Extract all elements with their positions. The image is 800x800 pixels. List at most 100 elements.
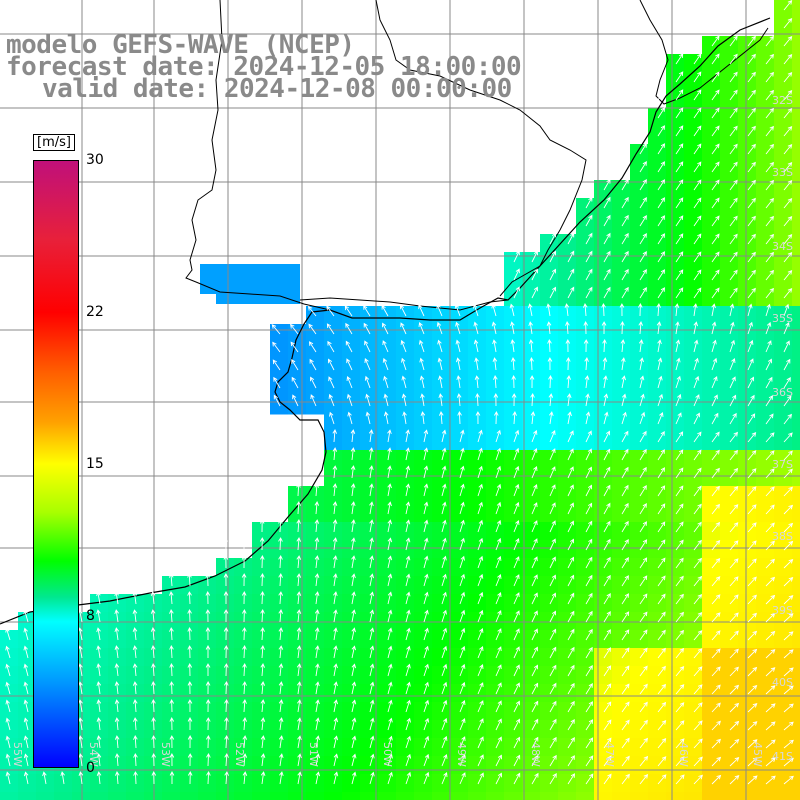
wind-speed-cell <box>522 360 541 379</box>
wind-arrow <box>711 449 720 461</box>
wind-arrow <box>351 591 356 605</box>
wind-speed-cell <box>306 684 325 703</box>
wind-arrow <box>5 699 11 713</box>
wind-speed-cell <box>576 594 595 613</box>
wind-speed-cell <box>540 630 559 649</box>
wind-arrow <box>495 574 502 587</box>
wind-arrow <box>603 773 612 785</box>
wind-arrow <box>765 321 772 335</box>
wind-speed-cell <box>414 378 433 397</box>
wind-speed-cell <box>774 360 793 379</box>
wind-arrow <box>765 594 776 605</box>
wind-speed-cell <box>648 450 667 469</box>
wind-speed-cell <box>792 630 800 649</box>
wind-arrow <box>585 502 593 515</box>
wind-speed-cell <box>540 558 559 577</box>
wind-arrow <box>711 107 720 119</box>
wind-arrow <box>345 322 353 335</box>
wind-speed-cell <box>702 378 721 397</box>
wind-arrow <box>459 537 465 551</box>
wind-speed-cell <box>486 324 505 343</box>
wind-arrow <box>511 393 517 407</box>
wind-speed-cell <box>468 576 487 595</box>
wind-arrow <box>368 447 374 461</box>
wind-speed-cell <box>738 648 757 667</box>
wind-arrow <box>783 468 793 479</box>
wind-speed-cell <box>468 720 487 739</box>
wind-arrow <box>333 717 339 731</box>
wind-speed-cell <box>360 648 379 667</box>
wind-speed-cell <box>612 612 631 631</box>
wind-speed-cell <box>774 306 793 325</box>
wind-arrow <box>314 627 320 641</box>
wind-speed-cell <box>18 792 37 800</box>
wind-speed-cell <box>702 234 721 253</box>
wind-arrow <box>711 303 716 317</box>
wind-arrow <box>567 574 575 587</box>
wind-speed-cell <box>198 720 217 739</box>
wind-arrow <box>296 627 302 641</box>
wind-speed-cell <box>576 468 595 487</box>
wind-speed-cell <box>162 666 181 685</box>
wind-speed-cell <box>504 612 523 631</box>
wind-speed-cell <box>648 540 667 559</box>
wind-speed-cell <box>522 648 541 667</box>
wind-speed-cell <box>396 396 415 415</box>
wind-speed-cell <box>702 180 721 199</box>
wind-arrow <box>747 269 756 281</box>
wind-speed-cell <box>270 576 289 595</box>
wind-arrow <box>585 411 591 425</box>
wind-arrow <box>290 341 299 353</box>
wind-arrow <box>657 593 666 605</box>
wind-speed-cell <box>504 558 523 577</box>
wind-arrow <box>405 735 411 749</box>
wind-arrow <box>96 717 102 731</box>
wind-speed-cell <box>792 306 800 325</box>
wind-arrow <box>783 251 793 263</box>
wind-speed-cell <box>0 648 19 667</box>
wind-speed-cell <box>396 774 415 793</box>
wind-arrow <box>567 466 574 479</box>
wind-speed-cell <box>270 648 289 667</box>
wind-speed-cell <box>486 306 505 325</box>
wind-arrow <box>693 107 702 119</box>
wind-arrow <box>783 775 794 785</box>
wind-arrow <box>675 412 682 425</box>
wind-arrow <box>260 681 266 695</box>
wind-arrow <box>205 591 211 605</box>
wind-arrow <box>711 521 721 533</box>
wind-arrow <box>423 555 429 569</box>
wind-arrow <box>603 610 611 623</box>
wind-speed-cell <box>792 144 800 163</box>
wind-arrow <box>729 269 738 281</box>
wind-arrow <box>657 449 665 461</box>
wind-speed-cell <box>468 684 487 703</box>
wind-speed-cell <box>162 684 181 703</box>
wind-speed-cell <box>468 486 487 505</box>
wind-arrow <box>567 664 575 677</box>
wind-arrow <box>711 339 717 353</box>
wind-arrow <box>765 161 774 173</box>
wind-speed-cell <box>648 504 667 523</box>
wind-speed-cell <box>90 666 109 685</box>
wind-speed-cell <box>774 792 793 800</box>
wind-speed-cell <box>558 666 577 685</box>
wind-arrow <box>441 681 448 695</box>
wind-speed-cell <box>792 108 800 127</box>
wind-speed-cell <box>468 450 487 469</box>
wind-arrow <box>547 357 553 371</box>
wind-arrow <box>369 681 375 695</box>
wind-speed-cell <box>72 792 91 800</box>
wind-speed-cell <box>576 702 595 721</box>
longitude-label: 52W <box>233 742 246 767</box>
wind-speed-cell <box>234 612 253 631</box>
wind-speed-cell <box>450 414 469 433</box>
wind-arrow <box>513 718 521 731</box>
wind-arrow <box>621 196 629 209</box>
wind-speed-cell <box>252 540 271 559</box>
wind-arrow <box>567 411 572 425</box>
wind-speed-cell <box>360 468 379 487</box>
wind-arrow <box>765 703 776 713</box>
wind-speed-cell <box>198 702 217 721</box>
wind-arrow <box>332 537 338 551</box>
